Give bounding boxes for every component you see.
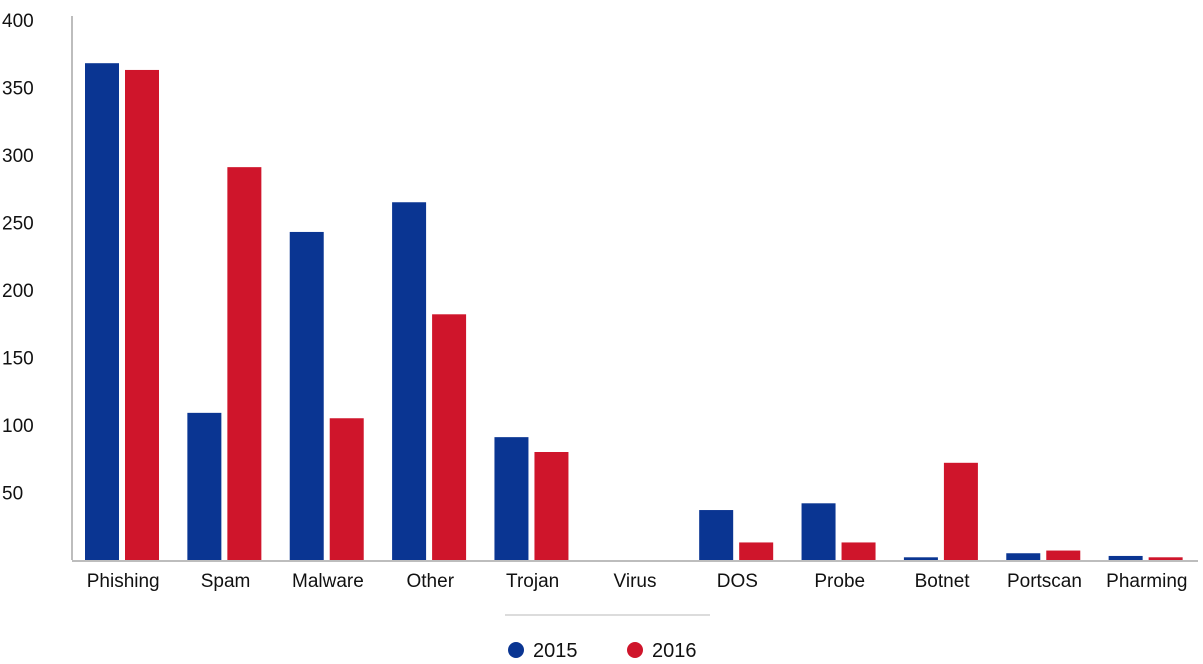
x-category-label: Virus (614, 571, 657, 592)
y-axis: 50 100 150 200 250 300 350 400 (2, 11, 73, 560)
x-category-label: Malware (292, 571, 364, 592)
bar-2015-botnet (903, 557, 938, 560)
y-tick-label: 300 (2, 146, 34, 167)
bar-2015-malware (289, 231, 324, 560)
x-category-label: Probe (814, 571, 865, 592)
x-category-label: Phishing (87, 571, 160, 592)
y-tick-label: 350 (2, 79, 34, 100)
y-tick-label: 400 (2, 11, 34, 32)
legend-marker-2016 (627, 642, 643, 658)
legend-label-2015: 2015 (533, 640, 578, 659)
x-category-label: Other (407, 571, 455, 592)
bar-2016-dos (739, 542, 774, 560)
bar-2016-portscan (1046, 550, 1081, 560)
legend-label-2016: 2016 (652, 640, 697, 659)
bar-2016-spam (227, 167, 262, 560)
bar-2015-trojan (494, 437, 529, 560)
bar-2015-other (392, 202, 427, 560)
y-tick-label: 250 (2, 214, 34, 235)
bar-2016-phishing (125, 69, 159, 560)
bar-2015-phishing (85, 63, 119, 560)
bar-2016-probe (841, 542, 876, 560)
bar-2015-pharming (1108, 555, 1143, 560)
x-category-label: Spam (201, 571, 251, 592)
legend-marker-2015 (508, 642, 524, 658)
bars (85, 63, 1183, 560)
x-category-label: Botnet (915, 571, 971, 592)
bar-2016-trojan (534, 452, 569, 560)
x-axis: Phishing Spam Malware Other Trojan Virus DOS Pr… (72, 560, 1198, 592)
bar-2015-dos (699, 510, 734, 560)
y-tick-label: 150 (2, 349, 34, 370)
y-tick-label: 200 (2, 281, 34, 302)
bar-2015-probe (801, 503, 836, 560)
x-category-label: DOS (717, 571, 758, 592)
x-category-label: Pharming (1106, 571, 1187, 592)
bar-2015-spam (187, 412, 222, 560)
bar-2016-other (432, 314, 467, 560)
bar-2016-pharming (1148, 557, 1183, 560)
y-tick-label: 50 (2, 484, 23, 505)
bar-2016-malware (329, 418, 364, 560)
bar-2015-portscan (1006, 553, 1041, 560)
x-category-label: Portscan (1007, 571, 1082, 592)
y-tick-label: 100 (2, 416, 34, 437)
bar-2016-botnet (943, 462, 978, 560)
legend: 2015 2016 (505, 614, 710, 662)
x-category-label: Trojan (506, 571, 559, 592)
